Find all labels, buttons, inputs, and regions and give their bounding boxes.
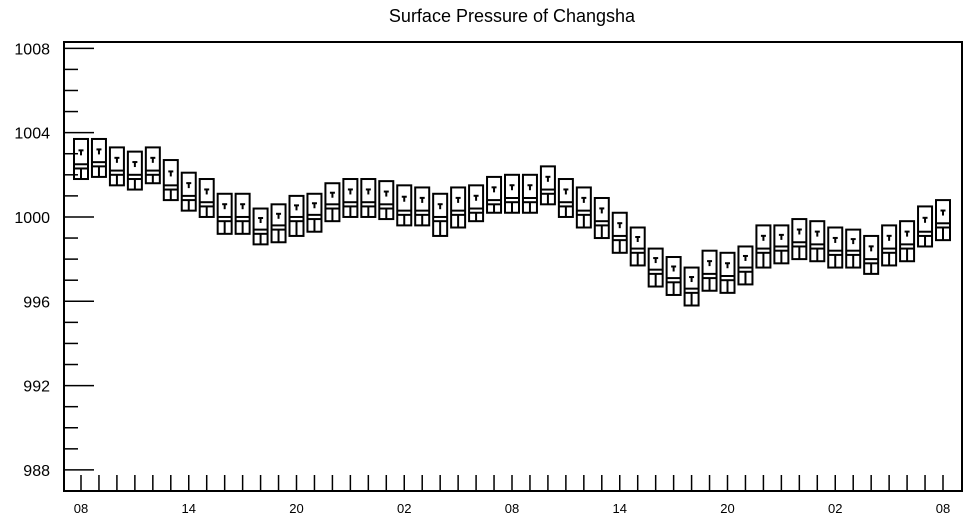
y-tick-label: 996	[23, 294, 50, 311]
x-tick-label: 14	[613, 501, 627, 516]
y-tick-label: 1004	[14, 126, 50, 143]
plot-frame	[63, 41, 963, 492]
chart-title: Surface Pressure of Changsha	[389, 6, 636, 26]
y-tick-label: 992	[23, 379, 50, 396]
x-tick-label: 02	[828, 501, 842, 516]
x-tick-label: 14	[182, 501, 196, 516]
x-tick-label: 08	[505, 501, 519, 516]
box-outer	[162, 159, 179, 202]
plot-area: 988 992 996 1000 1004 1008 08 14 20 02 08 14 20 02 08	[14, 41, 963, 516]
y-tick-label: 1000	[14, 210, 50, 227]
box-outer	[396, 184, 413, 227]
x-tick-label: 08	[936, 501, 950, 516]
x-tick-label: 20	[289, 501, 303, 516]
x-tick-label: 20	[720, 501, 734, 516]
x-tick-label: 08	[74, 501, 88, 516]
box-outer	[665, 256, 682, 296]
x-tick-label: 02	[397, 501, 411, 516]
box-outer	[270, 203, 287, 244]
y-tick-label: 988	[23, 463, 50, 480]
y-tick-label: 1008	[14, 41, 50, 58]
box-outer	[593, 196, 610, 240]
